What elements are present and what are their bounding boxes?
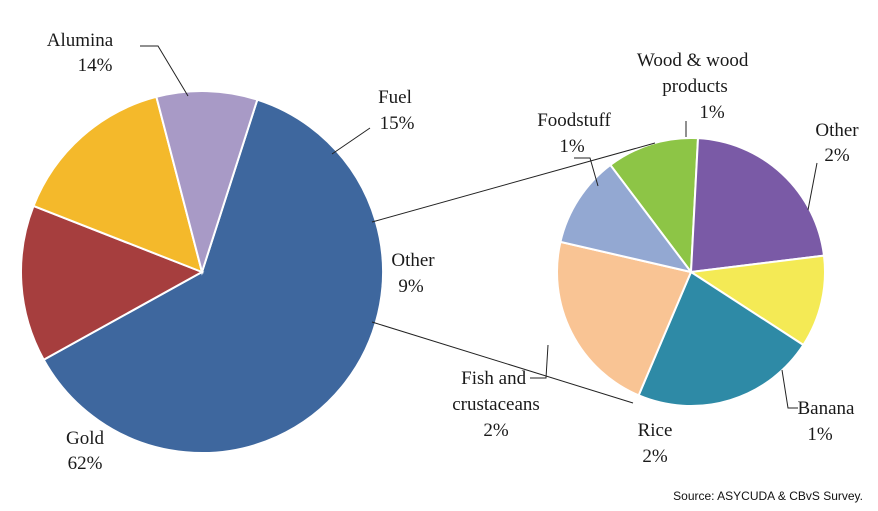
label-gold-value: 62%: [68, 453, 103, 474]
leader-foodstuff: [574, 157, 599, 187]
label-other-small-value: 2%: [824, 145, 850, 166]
label-fish-name-line2: crustaceans: [452, 394, 540, 415]
breakdown-slice-rice: [637, 270, 805, 407]
label-fish-name: Fish and crustaceans: [452, 368, 540, 415]
label-fuel-name: Fuel: [378, 87, 412, 108]
breakdown-slice-fish-and-crustaceans: [556, 240, 693, 397]
label-other-small-name: Other: [815, 120, 859, 141]
label-rice-value: 2%: [642, 446, 668, 467]
label-alumina-value: 14%: [78, 55, 113, 76]
label-fuel-value: 15%: [380, 113, 415, 134]
main-pie: [20, 90, 384, 454]
connector-line-top: [371, 142, 656, 223]
label-wood-name-line1: Wood & wood: [637, 50, 749, 71]
leader-banana: [781, 369, 798, 409]
leader-other-small: [807, 162, 818, 211]
label-fish-value: 2%: [483, 420, 509, 441]
source-note: Source: ASYCUDA & CBvS Survey.: [673, 489, 863, 503]
label-wood-name-line2: products: [662, 76, 727, 97]
breakdown-slice-other: [689, 137, 826, 274]
leader-fish: [530, 344, 549, 379]
label-gold-name: Gold: [66, 428, 105, 449]
main-slice-fuel: [32, 95, 204, 274]
label-wood-name: Wood & wood products: [637, 50, 753, 97]
label-fish-name-line1: Fish and: [461, 368, 526, 389]
main-slice-alumina: [20, 204, 205, 362]
label-other-main-value: 9%: [398, 276, 424, 297]
breakdown-slice-banana: [688, 254, 826, 347]
label-banana-name: Banana: [798, 398, 856, 419]
label-foodstuff-name: Foodstuff: [537, 110, 611, 131]
label-banana-value: 1%: [807, 424, 833, 445]
leader-fuel: [331, 127, 371, 155]
breakdown-slice-foodstuff: [559, 163, 694, 274]
connector-line-bottom: [371, 321, 634, 404]
label-wood-value: 1%: [699, 102, 725, 123]
label-alumina-name: Alumina: [47, 30, 114, 51]
breakdown-pie: [556, 137, 826, 407]
leader-alumina: [140, 45, 189, 97]
label-other-main-name: Other: [391, 250, 435, 271]
main-slice-other: [155, 90, 259, 276]
label-foodstuff-value: 1%: [559, 136, 585, 157]
label-rice-name: Rice: [638, 420, 673, 441]
main-slice-gold: [42, 98, 384, 454]
